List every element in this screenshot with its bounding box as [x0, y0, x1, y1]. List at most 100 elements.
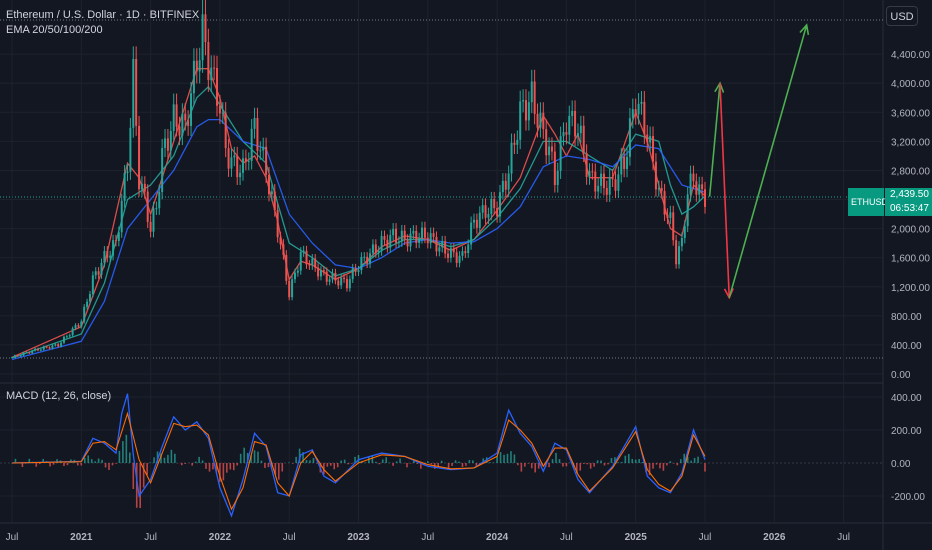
macd-histogram-bar [122, 441, 124, 463]
macd-histogram-bar [153, 457, 155, 463]
candle-body [149, 221, 152, 232]
candle-body [204, 14, 207, 43]
candle-body [207, 42, 210, 81]
macd-histogram-bar [517, 463, 519, 466]
candle-body [161, 147, 164, 193]
macd-histogram-bar [142, 463, 145, 488]
macd-histogram-bar [90, 459, 93, 463]
macd-histogram-bar [125, 434, 128, 463]
candle-body [25, 352, 28, 354]
candle-body [112, 240, 115, 256]
candle-body [484, 205, 487, 218]
candle-body [449, 248, 452, 258]
time-axis[interactable]: Jul 2021 Jul 2022 Jul 2023 Jul 2024 Jul 2025 Jul 20… [6, 532, 850, 543]
currency-button[interactable]: USD [886, 6, 918, 26]
candle-body [244, 158, 247, 162]
candle-body [265, 146, 268, 175]
candle-body [256, 117, 259, 151]
time-tick-label: Jul [837, 532, 850, 543]
candle-body [100, 262, 103, 275]
candle-body [97, 271, 100, 275]
macd-histogram-bar [503, 454, 505, 463]
macd-histogram-bar [236, 463, 239, 466]
candle-body [415, 230, 418, 243]
candle-body [345, 279, 348, 289]
candle-body [605, 188, 608, 195]
candle-body [452, 248, 455, 253]
macd-histogram-bar [627, 454, 630, 463]
macd-histogram-bar [205, 463, 207, 469]
macd-histogram-bar [333, 463, 336, 470]
macd-histogram-bar [194, 461, 197, 463]
macd-legend[interactable]: MACD (12, 26, close) [6, 390, 112, 402]
price-axis[interactable]: 0.00 400.00 800.00 1,200.00 1,600.00 2,000.00… [891, 50, 930, 503]
candle-body [126, 171, 129, 174]
candle-body [614, 179, 617, 191]
candle-body [591, 171, 594, 173]
macd-histogram-bar [662, 463, 665, 471]
macd-histogram-bar [416, 463, 419, 465]
macd-histogram-bar [146, 463, 148, 475]
ema-legend[interactable]: EMA 20/50/100/200 [6, 24, 103, 36]
macd-histogram-bar [458, 461, 460, 463]
candle-body [279, 237, 282, 245]
macd-histogram-bar [454, 460, 457, 463]
candle-body [288, 280, 291, 298]
macd-histogram-bar [274, 463, 277, 475]
macd-histogram-bar [243, 447, 245, 463]
macd-histogram-bar [534, 463, 537, 473]
macd-histogram-bar [38, 463, 41, 465]
candle-body [498, 192, 501, 217]
candle-body [236, 155, 239, 178]
candle-body [496, 208, 499, 217]
candle-body [576, 133, 579, 137]
macd-histogram-bar [83, 457, 86, 463]
price-tick-label: 800.00 [891, 312, 922, 323]
candle-body [192, 60, 195, 94]
macd-histogram-bar [28, 458, 31, 463]
candle-body [175, 104, 178, 127]
candle-body [643, 101, 646, 135]
price-tick-label: 1,200.00 [891, 283, 930, 294]
macd-histogram-bar [14, 458, 17, 463]
candle-body [423, 227, 426, 238]
macd-histogram-bar [108, 463, 110, 470]
macd-histogram-bar [676, 463, 679, 466]
candle-body [438, 247, 441, 252]
candle-body [649, 136, 652, 143]
macd-histogram-bar [607, 463, 609, 465]
candle-body [553, 151, 556, 185]
candle-body [91, 275, 94, 295]
macd-histogram-bar [520, 463, 523, 472]
macd-histogram-bar [250, 455, 252, 463]
candle-body [48, 347, 51, 349]
candle-body [62, 336, 65, 343]
candle-body [250, 128, 253, 161]
candle-body [166, 138, 169, 151]
candle-body [594, 171, 597, 192]
candle-body [412, 230, 415, 234]
candle-body [429, 233, 432, 244]
macd-histogram-bar [603, 463, 606, 466]
macd-histogram-bar [298, 448, 301, 463]
macd-histogram-bar [596, 460, 599, 463]
macd-histogram-bar [170, 449, 173, 463]
macd-tick-label: -200.00 [891, 492, 925, 503]
macd-histogram-bar [631, 458, 634, 463]
time-tick-label: Jul [283, 532, 296, 543]
bar-countdown: 06:53:47 [890, 203, 929, 214]
candle-body [487, 213, 490, 218]
candle-body [574, 110, 577, 137]
candle-body [273, 191, 276, 211]
candle-body [337, 280, 340, 286]
macd-histogram-bar [575, 463, 578, 474]
macd-histogram-bar [42, 458, 44, 463]
candle-body [299, 252, 302, 271]
candle-body [213, 67, 216, 69]
candle-body [74, 325, 77, 329]
candle-body [302, 250, 305, 253]
candle-body [45, 346, 48, 348]
time-tick-label: 2021 [70, 532, 93, 543]
candle-body [348, 279, 351, 289]
